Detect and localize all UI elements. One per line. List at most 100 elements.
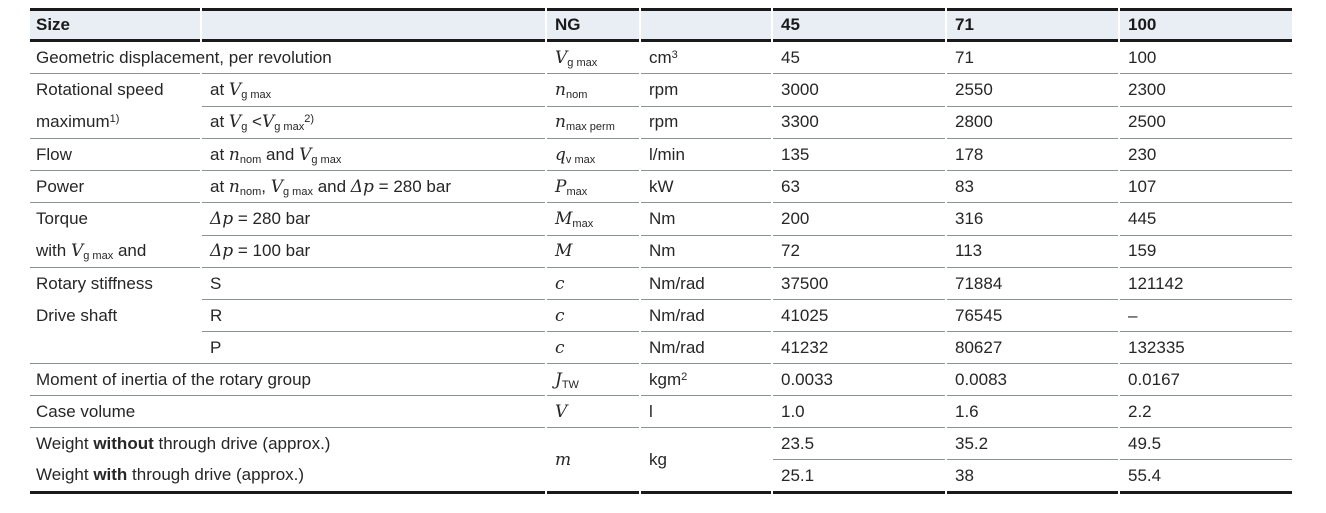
symbol-cell: Vg max [547,42,639,73]
condition-text: at [210,176,229,196]
group-label-cell: Rotary stiffness Drive shaft [30,267,200,363]
value-cell: 0.0033 [773,363,945,395]
symbol-base: n [555,112,566,133]
value-cell: 2300 [1120,73,1292,106]
symbol-cell: Pmax [547,170,639,202]
row-weight-without-through-drive: Weight without through drive (approx.) m… [30,427,1292,494]
row-flow: Flow at nnom and Vg max qv max l/min 135… [30,138,1292,170]
condition-text: = 280 bar [233,208,311,228]
condition-cell: at nnom and Vg max [202,138,545,170]
header-size: Size [30,8,200,42]
value-cell: 83 [947,170,1118,202]
group-label-line1: Rotary stiffness [36,274,153,293]
value-cell: – [1120,299,1292,331]
condition-text2: and [261,144,300,164]
condition-var: n [228,144,240,165]
label-text2: through drive (approx.) [153,433,331,453]
condition-var2-subscript: g max [274,121,305,134]
condition-cell: Δp = 100 bar [202,234,545,268]
condition-var-subscript: g [241,121,248,134]
unit-cell: Nm [641,234,771,268]
value-cell: 38 [947,459,1118,494]
group-label-text: maximum [36,112,110,131]
value-cell: 445 [1120,202,1292,235]
symbol-cell: M [547,234,639,268]
condition-cell: at Vg max [202,73,545,106]
unit-cell: Nm/rad [641,267,771,299]
condition-cell: at nnom, Vg max and Δp = 280 bar [202,170,545,202]
row-case-volume: Case volume V l 1.0 1.6 2.2 [30,395,1292,427]
symbol-cell: nnom [547,73,639,106]
value-cell: 80627 [947,331,1118,363]
group-label-text2: and [113,241,147,260]
condition-var-subscript: nom [239,153,262,166]
symbol-subscript: max [572,217,594,230]
symbol-cell: c [547,299,639,331]
condition-var: Δp [210,241,234,262]
value-cell: 41025 [773,299,945,331]
row-displacement: Geometric displacement, per revolution V… [30,42,1292,73]
condition-cell: P [202,331,545,363]
group-label-cell: Rotational speed maximum1) [30,73,200,138]
group-label-line1: Rotational speed [36,80,164,99]
value-cell: 25.1 [773,459,945,494]
symbol-base: M [555,208,573,229]
condition-var2: V [261,112,275,133]
condition-cell: S [202,267,545,299]
value-cell: 2550 [947,73,1118,106]
value-cell: 178 [947,138,1118,170]
unit-cell: l [641,395,771,427]
symbol-base: J [555,369,562,390]
symbol-cell: m [547,427,639,494]
value-cell: 55.4 [1120,459,1292,494]
condition-var3: Δp [350,176,374,197]
symbol-subscript: max perm [565,121,615,134]
condition-var: Δp [210,208,234,229]
condition-text4: = 280 bar [373,176,451,196]
label-cell: Geometric displacement, per revolution [36,47,332,67]
value-cell: 200 [773,202,945,235]
value-cell: 2800 [947,105,1118,139]
row-stiffness-r: R c Nm/rad 41025 76545 – [30,299,1292,331]
value-cell: 230 [1120,138,1292,170]
unit-base: kgm [649,369,682,389]
unit-cell: kgm2 [641,363,771,395]
value-cell: 135 [773,138,945,170]
condition-cell: Δp = 280 bar [202,202,545,235]
value-cell: 49.5 [1120,427,1292,459]
value-cell: 3300 [773,105,945,139]
value-cell: 1.0 [773,395,945,427]
label-cell: Flow [30,138,200,170]
symbol-base: c [555,337,565,358]
condition-var2: V [270,176,283,197]
value-cell: 63 [773,170,945,202]
row-speed-max-permissible: at Vg <Vg max2) nmax perm rpm 3300 2800 … [30,105,1292,139]
value-cell: 71 [955,47,974,67]
group-label-var: V [70,241,84,261]
group-label-line1: Torque [36,209,88,228]
unit-cell: rpm [641,105,771,139]
unit-base: cm [649,47,672,67]
row-power: Power at nnom, Vg max and Δp = 280 bar P… [30,170,1292,202]
value-cell: 113 [947,234,1118,268]
unit-cell: Nm/rad [641,331,771,363]
symbol-base: n [555,79,566,100]
symbol-cell: qv max [547,138,639,170]
header-spacer-sublabel [202,8,545,42]
row-moment-of-inertia: Moment of inertia of the rotary group JT… [30,363,1292,395]
unit-cell: Nm [641,202,771,235]
value-cell: 3000 [773,73,945,106]
value-cell: 0.0083 [947,363,1118,395]
value-cell: 41232 [773,331,945,363]
label-cell: Power [30,170,200,202]
condition-var: V [228,79,242,100]
label-cell: Moment of inertia of the rotary group [30,363,545,395]
label-text: Weight [36,465,94,484]
group-label-var-subscript: g max [83,250,114,262]
label-bold-text: with [93,465,128,484]
value-cell: 35.2 [947,427,1118,459]
row-stiffness-s: Rotary stiffness Drive shaft S c Nm/rad … [30,267,1292,325]
symbol-base: q [555,144,566,165]
group-label-line2: Drive shaft [36,306,118,325]
value-cell: 2500 [1120,105,1292,139]
